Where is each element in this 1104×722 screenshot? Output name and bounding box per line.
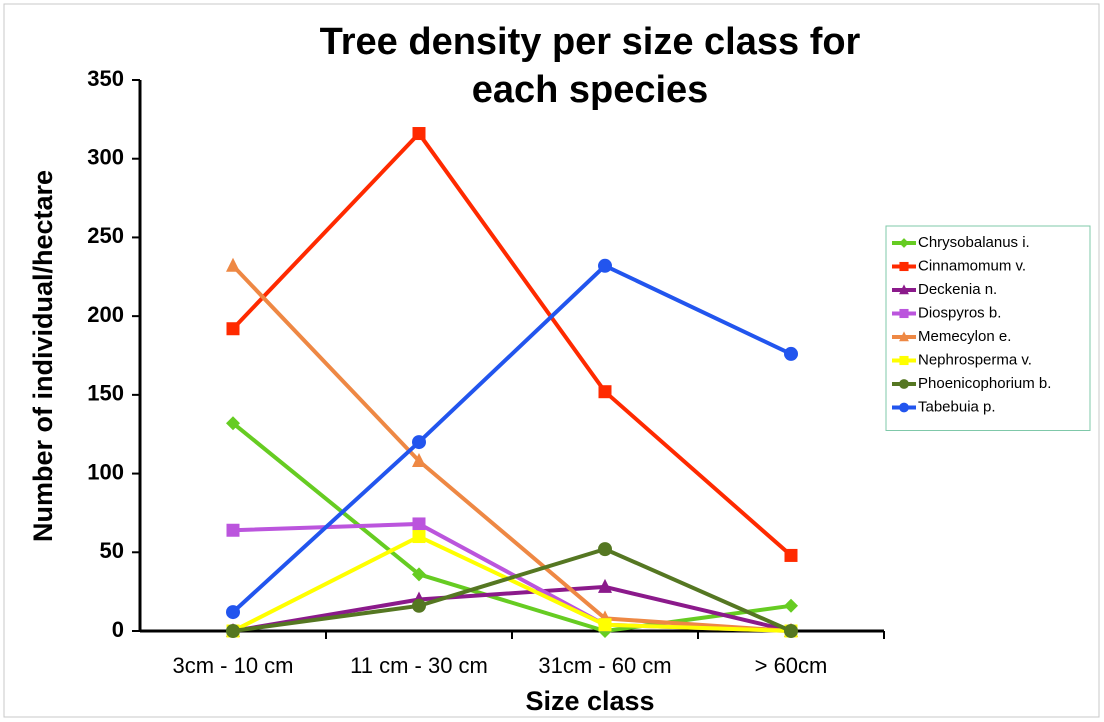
data-point bbox=[412, 517, 426, 531]
data-point bbox=[412, 567, 426, 582]
chart-title: Tree density per size class for each spe… bbox=[319, 21, 861, 111]
legend-marker bbox=[899, 402, 909, 413]
data-point bbox=[226, 605, 240, 620]
series-line bbox=[232, 547, 792, 633]
series-line bbox=[231, 130, 793, 557]
y-axis-label: Number of individual/hectare bbox=[28, 170, 58, 542]
data-point bbox=[598, 578, 612, 593]
y-tick-label: 300 bbox=[87, 145, 124, 170]
data-point bbox=[598, 542, 612, 557]
data-point bbox=[412, 452, 426, 467]
data-point bbox=[412, 598, 426, 613]
frame bbox=[3, 3, 1100, 718]
y-tick-label: 100 bbox=[87, 459, 124, 484]
x-tick-label: > 60cm bbox=[755, 653, 828, 678]
data-point bbox=[784, 598, 798, 613]
legend-label: Diospyros b. bbox=[918, 304, 1001, 321]
y-tick-label: 150 bbox=[87, 381, 124, 406]
legend-marker bbox=[899, 308, 909, 319]
legend-marker bbox=[899, 379, 909, 389]
legend-marker bbox=[899, 331, 909, 342]
series-line bbox=[232, 584, 792, 633]
x-tick-label: 11 cm - 30 cm bbox=[350, 653, 488, 678]
data-point bbox=[412, 530, 426, 544]
legend-label: Tabebuia p. bbox=[918, 398, 996, 415]
data-point bbox=[226, 416, 240, 431]
legend-label: Cinnamomum v. bbox=[918, 257, 1026, 274]
series-line bbox=[231, 421, 792, 634]
legend-label: Phoenicophorium b. bbox=[918, 375, 1051, 392]
legend-label: Chrysobalanus i. bbox=[918, 234, 1030, 251]
data-point bbox=[598, 258, 612, 273]
data-point bbox=[226, 257, 240, 272]
data-point bbox=[598, 385, 612, 399]
data-point bbox=[226, 322, 240, 336]
x-axis-label: Size class bbox=[525, 686, 654, 716]
series-line bbox=[231, 264, 792, 633]
data-point bbox=[412, 435, 426, 450]
y-tick-label: 200 bbox=[87, 302, 124, 327]
data-point bbox=[598, 618, 612, 632]
x-tick-label: 31cm - 60 cm bbox=[538, 653, 671, 678]
x-tick-label: 3cm - 10 cm bbox=[172, 653, 293, 678]
legend-marker bbox=[899, 261, 909, 272]
legend-box bbox=[885, 225, 1091, 431]
y-tick-label: 250 bbox=[87, 223, 124, 248]
legend-label: Deckenia n. bbox=[918, 281, 997, 298]
y-tick-label: 0 bbox=[112, 617, 124, 642]
data-point bbox=[226, 624, 240, 638]
data-point bbox=[412, 127, 426, 141]
data-point bbox=[784, 624, 798, 638]
data-point bbox=[226, 523, 240, 537]
series-line bbox=[231, 263, 792, 614]
legend-marker bbox=[899, 355, 909, 366]
data-point bbox=[784, 548, 798, 562]
y-tick-label: 350 bbox=[87, 66, 124, 91]
legend-marker bbox=[899, 284, 909, 295]
legend-label: Memecylon e. bbox=[918, 328, 1011, 345]
series-line bbox=[232, 534, 792, 633]
legend-label: Nephrosperma v. bbox=[918, 351, 1032, 368]
y-tick-label: 50 bbox=[100, 538, 124, 563]
data-point bbox=[784, 346, 798, 361]
